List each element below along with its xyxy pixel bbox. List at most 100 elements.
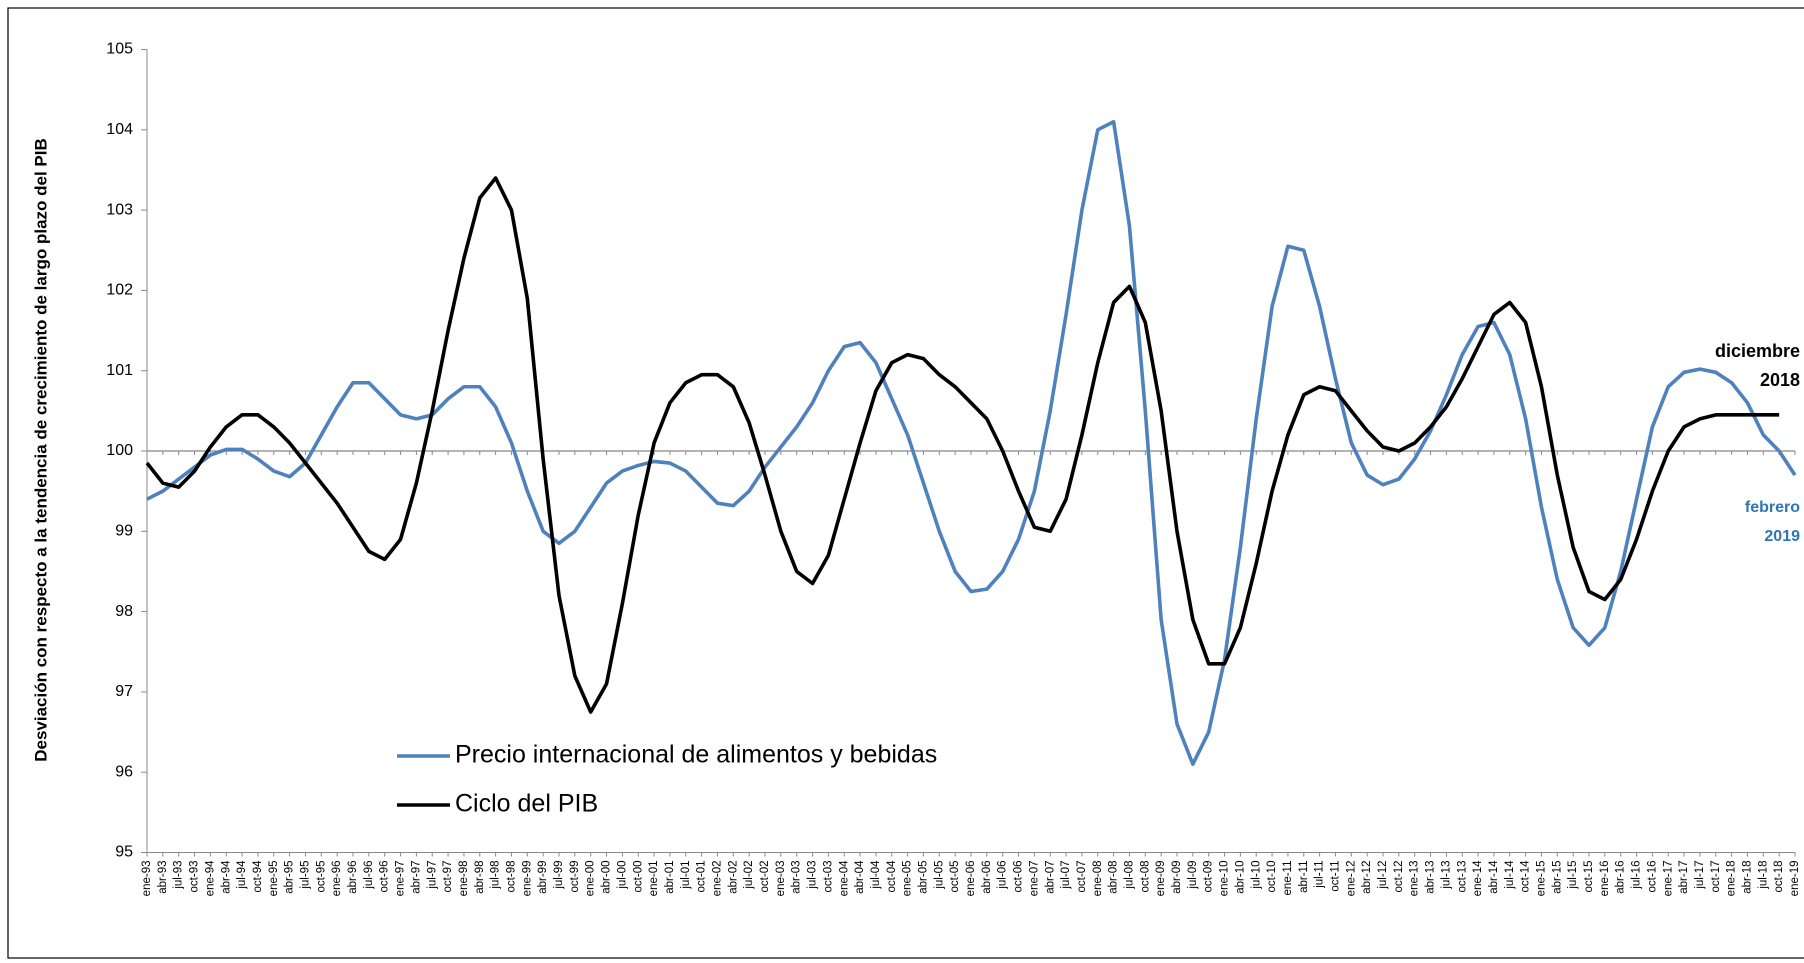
- x-tick-label: oct-17: [1710, 861, 1722, 893]
- x-tick-label: oct-07: [1076, 861, 1088, 893]
- x-tick-label: abr-18: [1741, 861, 1753, 894]
- x-tick-label: jul-09: [1187, 861, 1199, 890]
- x-tick-label: jul-93: [173, 861, 185, 890]
- x-tick-label: jul-13: [1440, 861, 1452, 890]
- y-tick-label: 98: [115, 603, 133, 620]
- x-tick-label: jul-10: [1250, 861, 1262, 890]
- x-tick-label: oct-03: [822, 861, 834, 893]
- y-tick-label: 103: [106, 201, 133, 218]
- y-tick-label: 99: [115, 523, 133, 540]
- x-tick-label: jul-11: [1314, 861, 1326, 889]
- x-tick-label: abr-97: [410, 861, 422, 894]
- x-tick-label: ene-98: [458, 861, 470, 897]
- legend-label: Ciclo del PIB: [455, 790, 598, 818]
- y-tick-label: 97: [115, 683, 133, 700]
- x-tick-label: jul-12: [1377, 861, 1389, 890]
- y-axis-label: Desviación con respecto a la tendencia d…: [31, 138, 50, 762]
- x-tick-label: abr-02: [727, 861, 739, 894]
- x-tick-label: ene-00: [585, 861, 597, 897]
- x-tick-label: ene-01: [648, 861, 660, 897]
- x-tick-label: oct-98: [505, 861, 517, 893]
- x-tick-label: oct-12: [1393, 861, 1405, 893]
- x-tick-label: ene-03: [775, 861, 787, 897]
- x-tick-label: oct-01: [696, 861, 708, 893]
- x-tick-label: oct-09: [1203, 861, 1215, 893]
- x-tick-label: abr-93: [157, 861, 169, 894]
- x-tick-label: ene-97: [395, 861, 407, 897]
- x-tick-label: oct-05: [949, 861, 961, 893]
- x-tick-label: jul-94: [236, 860, 248, 890]
- x-tick-label: ene-12: [1345, 861, 1357, 897]
- x-tick-label: oct-95: [315, 861, 327, 893]
- annotation: 2018: [1760, 370, 1800, 390]
- x-tick-label: ene-13: [1409, 861, 1421, 897]
- x-tick-label: oct-13: [1456, 861, 1468, 893]
- annotation: febrero: [1745, 499, 1800, 516]
- x-tick-label: abr-00: [601, 861, 613, 894]
- x-tick-label: oct-04: [886, 860, 898, 893]
- y-tick-label: 101: [106, 362, 133, 379]
- x-tick-label: jul-17: [1694, 861, 1706, 890]
- x-tick-label: abr-07: [1044, 861, 1056, 894]
- x-tick-label: ene-93: [141, 861, 153, 897]
- data-line: [145, 176, 1780, 714]
- x-tick-label: ene-16: [1599, 861, 1611, 897]
- x-tick-label: ene-17: [1662, 861, 1674, 897]
- y-tick-label: 102: [106, 282, 133, 299]
- x-tick-label: jul-03: [807, 861, 819, 890]
- x-tick-label: abr-98: [474, 861, 486, 894]
- x-tick-label: oct-11: [1329, 861, 1341, 892]
- y-tick-label: 96: [115, 763, 133, 780]
- x-tick-label: oct-16: [1646, 861, 1658, 893]
- x-tick-label: ene-14: [1472, 860, 1484, 896]
- x-tick-label: oct-94: [252, 860, 264, 893]
- x-tick-label: jul-08: [1123, 861, 1135, 890]
- x-tick-label: ene-08: [1092, 861, 1104, 897]
- x-tick-label: abr-94: [220, 860, 232, 894]
- x-tick-label: abr-10: [1234, 861, 1246, 894]
- x-tick-label: oct-02: [759, 861, 771, 893]
- x-tick-label: abr-09: [1171, 861, 1183, 894]
- x-tick-label: abr-12: [1361, 861, 1373, 894]
- x-tick-label: jul-98: [490, 861, 502, 890]
- x-tick-label: oct-96: [379, 861, 391, 893]
- x-tick-label: abr-95: [284, 861, 296, 894]
- x-tick-label: jul-00: [616, 861, 628, 890]
- x-tick-label: ene-06: [965, 861, 977, 897]
- legend-label: Precio internacional de alimentos y bebi…: [455, 741, 937, 769]
- x-tick-label: ene-04: [838, 860, 850, 896]
- x-tick-label: jul-05: [933, 861, 945, 890]
- x-tick-label: abr-17: [1678, 861, 1690, 894]
- x-tick-label: ene-07: [1028, 861, 1040, 897]
- x-tick-label: oct-06: [1013, 861, 1025, 893]
- data-line: [146, 119, 1797, 766]
- x-tick-label: jul-07: [1060, 861, 1072, 890]
- x-tick-label: abr-15: [1551, 861, 1563, 894]
- x-tick-label: abr-14: [1488, 860, 1500, 894]
- x-tick-label: abr-08: [1108, 861, 1120, 894]
- x-tick-label: oct-00: [632, 861, 644, 893]
- x-tick-label: jul-96: [363, 861, 375, 890]
- x-tick-label: jul-95: [299, 861, 311, 890]
- x-tick-label: jul-99: [553, 861, 565, 890]
- x-tick-label: ene-99: [521, 861, 533, 897]
- x-tick-label: oct-97: [442, 861, 454, 893]
- x-tick-label: abr-01: [664, 861, 676, 894]
- x-tick-label: ene-11: [1282, 861, 1294, 896]
- x-tick-label: jul-14: [1504, 860, 1516, 890]
- x-tick-label: oct-14: [1520, 860, 1532, 893]
- annotation: 2019: [1764, 528, 1800, 545]
- x-tick-label: ene-02: [711, 861, 723, 897]
- x-tick-label: jul-16: [1631, 861, 1643, 890]
- x-tick-label: jul-06: [997, 861, 1009, 890]
- x-tick-label: oct-08: [1139, 861, 1151, 893]
- x-tick-label: abr-13: [1425, 861, 1437, 894]
- x-tick-label: jul-97: [426, 861, 438, 890]
- x-tick-label: ene-10: [1219, 861, 1231, 897]
- y-tick-label: 104: [106, 121, 133, 138]
- x-tick-label: ene-05: [902, 861, 914, 897]
- x-tick-label: jul-02: [743, 861, 755, 890]
- x-tick-label: jul-15: [1567, 861, 1579, 890]
- x-tick-label: abr-16: [1615, 861, 1627, 894]
